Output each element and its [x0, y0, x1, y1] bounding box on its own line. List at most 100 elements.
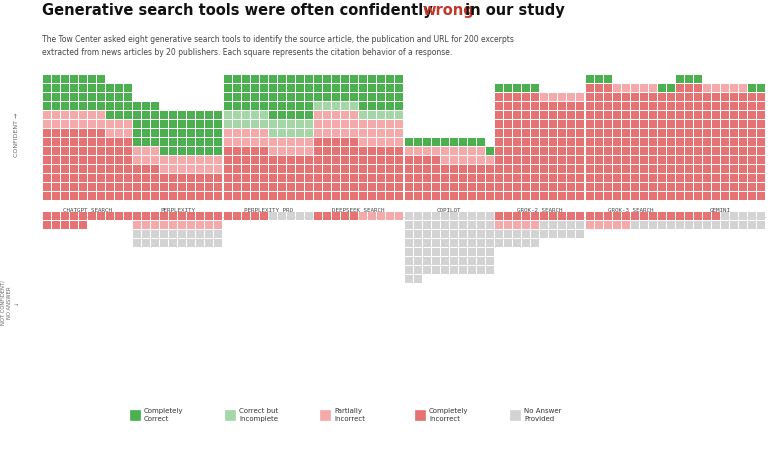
Bar	[522, 102, 530, 110]
Bar	[79, 111, 87, 119]
Bar	[205, 129, 213, 137]
Text: wrong: wrong	[422, 3, 474, 18]
Bar	[712, 111, 720, 119]
Bar	[432, 138, 440, 146]
Bar	[224, 84, 232, 92]
Bar	[704, 156, 711, 164]
Bar	[468, 239, 476, 247]
Bar	[440, 183, 448, 191]
Bar	[704, 147, 711, 155]
Bar	[323, 165, 331, 173]
Bar	[694, 138, 702, 146]
Bar	[79, 138, 87, 146]
Bar	[468, 221, 476, 229]
Bar	[686, 212, 694, 220]
Bar	[531, 165, 539, 173]
Bar	[558, 147, 566, 155]
Bar	[341, 120, 349, 128]
Bar	[450, 183, 458, 191]
Text: GROK-3 SEARCH: GROK-3 SEARCH	[608, 208, 653, 213]
Bar	[522, 120, 530, 128]
Text: COPILOT: COPILOT	[437, 208, 462, 213]
Bar	[278, 192, 286, 200]
Bar	[622, 120, 629, 128]
Bar	[205, 230, 213, 238]
Bar	[224, 93, 232, 101]
Bar	[740, 129, 747, 137]
Bar	[558, 221, 566, 229]
Bar	[43, 138, 51, 146]
Bar	[70, 221, 77, 229]
Bar	[613, 120, 621, 128]
Bar	[152, 221, 159, 229]
Bar	[730, 174, 738, 182]
Bar	[251, 120, 259, 128]
Bar	[242, 138, 250, 146]
Bar	[486, 230, 494, 238]
Bar	[722, 111, 729, 119]
Bar	[87, 75, 95, 83]
Bar	[423, 165, 430, 173]
Bar	[242, 212, 250, 220]
Bar	[567, 230, 575, 238]
Bar	[87, 138, 95, 146]
Bar	[305, 129, 312, 137]
Bar	[134, 147, 141, 155]
Bar	[79, 120, 87, 128]
Bar	[142, 102, 150, 110]
Text: Completely
Incorrect: Completely Incorrect	[429, 408, 469, 422]
Bar	[205, 212, 213, 220]
Bar	[52, 174, 59, 182]
Bar	[251, 212, 259, 220]
Bar	[359, 138, 367, 146]
Bar	[242, 156, 250, 164]
Bar	[305, 165, 312, 173]
Bar	[79, 93, 87, 101]
Bar	[260, 75, 268, 83]
Bar	[196, 174, 204, 182]
Bar	[495, 212, 503, 220]
Bar	[549, 230, 557, 238]
Bar	[712, 156, 720, 164]
Bar	[333, 129, 341, 137]
Bar	[468, 147, 476, 155]
Text: The Tow Center asked eight generative search tools to identify the source articl: The Tow Center asked eight generative se…	[42, 35, 514, 57]
Bar	[287, 183, 294, 191]
Bar	[631, 138, 639, 146]
Bar	[477, 147, 485, 155]
Bar	[359, 174, 367, 182]
Bar	[748, 156, 756, 164]
Bar	[477, 230, 485, 238]
Bar	[549, 93, 557, 101]
Bar	[305, 111, 312, 119]
Bar	[667, 120, 675, 128]
Bar	[52, 156, 59, 164]
Bar	[748, 93, 756, 101]
Bar	[676, 221, 684, 229]
Bar	[631, 102, 639, 110]
Bar	[758, 165, 765, 173]
Bar	[459, 192, 467, 200]
Bar	[758, 138, 765, 146]
Bar	[52, 84, 59, 92]
Bar	[740, 93, 747, 101]
Bar	[70, 84, 77, 92]
Bar	[142, 221, 150, 229]
Bar	[613, 129, 621, 137]
Bar	[142, 165, 150, 173]
Bar	[722, 165, 729, 173]
Bar	[567, 138, 575, 146]
Bar	[704, 120, 711, 128]
Bar	[640, 84, 647, 92]
Bar	[233, 102, 241, 110]
Bar	[115, 212, 123, 220]
Bar	[758, 212, 765, 220]
Bar	[242, 192, 250, 200]
Bar	[686, 93, 694, 101]
Bar	[79, 174, 87, 182]
Bar	[513, 165, 521, 173]
Bar	[704, 183, 711, 191]
Bar	[196, 120, 204, 128]
Bar	[586, 156, 594, 164]
Bar	[505, 230, 512, 238]
